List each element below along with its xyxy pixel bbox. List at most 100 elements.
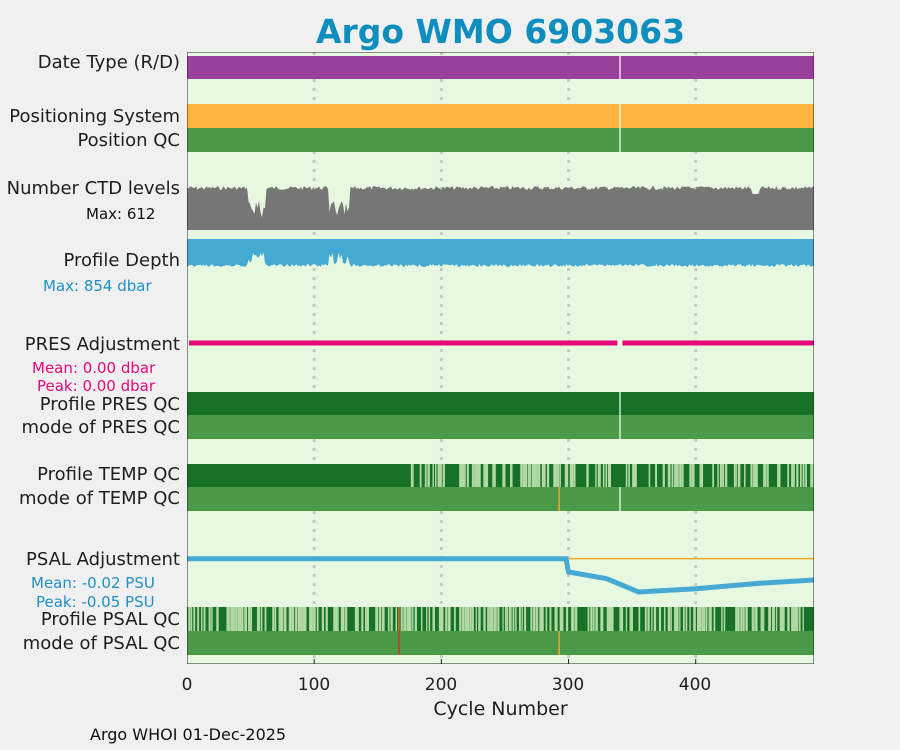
psal-qc-tick-256 bbox=[512, 607, 515, 631]
temp-qc-tick-271 bbox=[531, 464, 534, 487]
temp-qc-tick-381 bbox=[671, 464, 674, 487]
chart-title: Argo WMO 6903063 bbox=[315, 12, 686, 51]
psal-qc-tick-61 bbox=[264, 607, 267, 631]
plot-background bbox=[187, 52, 814, 664]
psal-qc-tick-3 bbox=[190, 607, 193, 631]
psal-qc-tick-275 bbox=[536, 607, 539, 631]
temp-qc-tick-225 bbox=[473, 464, 475, 487]
psal-qc-tick-188 bbox=[426, 607, 428, 631]
temp-qc-tick-297 bbox=[564, 464, 567, 487]
temp-qc-tick-198 bbox=[438, 464, 442, 487]
temp-qc-tick-289 bbox=[554, 464, 557, 487]
psal-qc-tick-479 bbox=[796, 607, 799, 631]
mode-psal-qc-band bbox=[187, 631, 814, 655]
psal-qc-tick-278 bbox=[540, 607, 543, 631]
x-tick-0: 0 bbox=[181, 675, 193, 695]
gridlines bbox=[312, 52, 698, 664]
temp-qc-tick-430 bbox=[733, 464, 736, 487]
psal-qc-tick-248 bbox=[502, 607, 504, 631]
psal-qc-tick-251 bbox=[506, 607, 509, 631]
temp-qc-tick-433 bbox=[737, 464, 740, 487]
temp-qc-tick-276 bbox=[538, 464, 541, 487]
psal-qc-tick-134 bbox=[357, 607, 359, 631]
mode-pres-qc-band-gap bbox=[619, 415, 621, 439]
psal-qc-tick-422 bbox=[723, 607, 726, 631]
psal-qc-tick-43 bbox=[241, 607, 244, 631]
mode-psal-qc-marker-1 bbox=[398, 631, 400, 655]
temp-qc-tick-475 bbox=[791, 464, 794, 487]
psal-qc-tick-179 bbox=[414, 607, 417, 631]
temp-qc-tick-352 bbox=[634, 464, 637, 487]
psal-qc-tick-229 bbox=[478, 607, 481, 631]
psal-qc-tick-236 bbox=[487, 607, 490, 631]
psal-qc-tick-405 bbox=[702, 607, 705, 631]
mode-temp-qc-label: mode of TEMP QC bbox=[18, 488, 180, 509]
temp-qc-tick-283 bbox=[546, 464, 550, 487]
temp-qc-tick-197 bbox=[437, 464, 440, 487]
psal-qc-tick-36 bbox=[232, 607, 235, 631]
psal-qc-tick-55 bbox=[256, 607, 259, 631]
temp-qc-tick-384 bbox=[675, 464, 677, 487]
psal-qc-tick-85 bbox=[295, 607, 298, 631]
psal-qc-tick-446 bbox=[754, 607, 756, 631]
ctd-levels-area bbox=[187, 186, 814, 230]
temp-qc-tick-314 bbox=[586, 464, 589, 487]
psal-qc-tick-98 bbox=[311, 607, 313, 631]
position-qc-band bbox=[187, 128, 814, 152]
temp-qc-tick-280 bbox=[543, 464, 545, 487]
psal-qc-tick-285 bbox=[549, 607, 552, 631]
psal-qc-tick-466 bbox=[779, 607, 782, 631]
psal-qc-tick-375 bbox=[663, 607, 666, 631]
psal-adjustment-mean: Mean: -0.02 PSU bbox=[31, 574, 155, 592]
temp-qc-tick-443 bbox=[750, 464, 753, 487]
temp-qc-tick-453 bbox=[763, 464, 766, 487]
temp-qc-tick-397 bbox=[691, 464, 695, 487]
psal-qc-tick-333 bbox=[610, 607, 613, 631]
profile-depth-max: Max: 854 dbar bbox=[43, 277, 152, 295]
psal-qc-tick-87 bbox=[297, 607, 300, 631]
psal-qc-tick-237 bbox=[488, 607, 490, 631]
temp-qc-tick-464 bbox=[777, 464, 780, 487]
temp-qc-tick-404 bbox=[700, 464, 704, 487]
psal-qc-tick-331 bbox=[607, 607, 611, 631]
psal-qc-tick-330 bbox=[606, 607, 610, 631]
psal-qc-tick-50 bbox=[250, 607, 253, 631]
psal-qc-tick-411 bbox=[709, 607, 712, 631]
ctd-levels-label: Number CTD levels bbox=[6, 178, 180, 199]
plot-area bbox=[187, 52, 814, 664]
temp-qc-tick-281 bbox=[544, 464, 546, 487]
psal-qc-tick-190 bbox=[428, 607, 431, 631]
temp-qc-tick-264 bbox=[522, 464, 526, 487]
psal-qc-tick-45 bbox=[244, 607, 247, 631]
psal-qc-tick-141 bbox=[366, 607, 369, 631]
psal-qc-tick-72 bbox=[278, 607, 281, 631]
temp-qc-tick-368 bbox=[655, 464, 658, 487]
psal-qc-tick-475 bbox=[791, 607, 793, 631]
psal-adjustment-peak: Peak: -0.05 PSU bbox=[36, 593, 155, 611]
temp-qc-tick-201 bbox=[442, 464, 445, 487]
temp-qc-tick-398 bbox=[693, 464, 695, 487]
date-type-band-gap bbox=[619, 56, 621, 79]
psal-qc-tick-90 bbox=[301, 607, 303, 631]
psal-qc-tick-199 bbox=[440, 607, 443, 631]
temp-qc-tick-220 bbox=[466, 464, 469, 487]
profile-pres-qc-label: Profile PRES QC bbox=[39, 394, 180, 415]
psal-qc-tick-384 bbox=[675, 607, 678, 631]
temp-qc-tick-378 bbox=[667, 464, 670, 487]
temp-qc-tick-332 bbox=[609, 464, 612, 487]
psal-qc-tick-451 bbox=[760, 607, 763, 631]
psal-qc-tick-390 bbox=[683, 607, 685, 631]
psal-qc-tick-151 bbox=[379, 607, 382, 631]
temp-qc-tick-235 bbox=[485, 464, 489, 487]
psal-qc-tick-42 bbox=[240, 607, 243, 631]
x-axis-label: Cycle Number bbox=[433, 698, 568, 720]
temp-qc-tick-214 bbox=[459, 464, 461, 487]
psal-qc-tick-406 bbox=[703, 607, 706, 631]
psal-qc-tick-19 bbox=[211, 607, 213, 631]
mode-pres-qc-label: mode of PRES QC bbox=[21, 417, 180, 438]
psal-qc-tick-239 bbox=[490, 607, 494, 631]
psal-qc-tick-222 bbox=[469, 607, 472, 631]
temp-qc-tick-403 bbox=[699, 464, 702, 487]
temp-qc-tick-490 bbox=[810, 464, 813, 487]
psal-qc-tick-355 bbox=[638, 607, 641, 631]
